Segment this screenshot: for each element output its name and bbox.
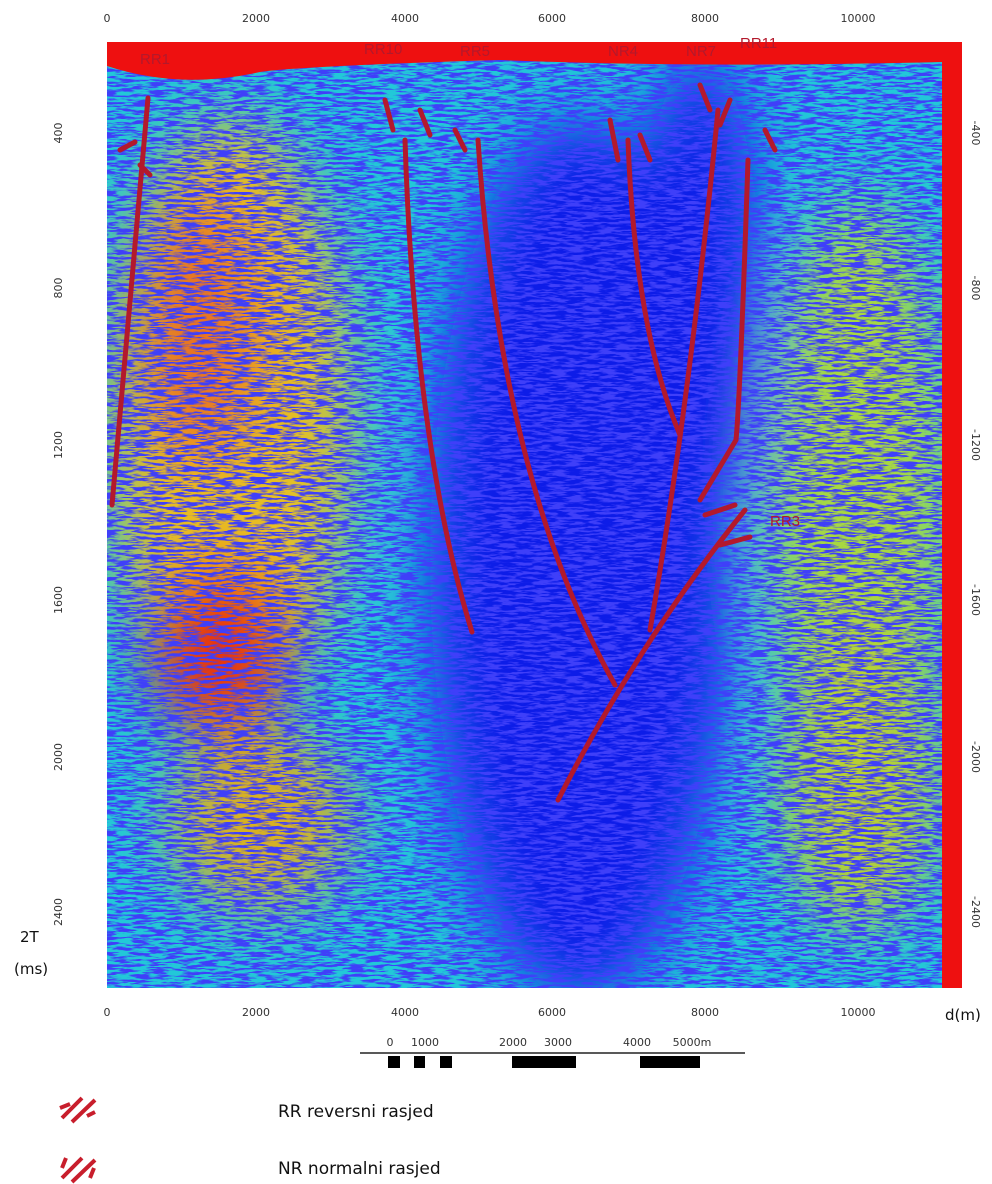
bottom-tick-label: 8000: [691, 1006, 719, 1019]
fault-label: NR7: [686, 43, 716, 60]
right-tick-label: -400: [969, 121, 982, 146]
left-tick-label: 800: [52, 278, 65, 299]
left-tick-label: 400: [52, 123, 65, 144]
scale-label: 0: [387, 1036, 394, 1049]
top-tick-label: 4000: [391, 12, 419, 25]
scale-label: 4000: [623, 1036, 651, 1049]
scale-label: 1000: [411, 1036, 439, 1049]
scale-label: 5000m: [673, 1036, 712, 1049]
legend-text: NR normalni rasjed: [278, 1159, 441, 1179]
legend-icons: [59, 1096, 97, 1184]
top-tick-label: 8000: [691, 12, 719, 25]
right-tick-label: -1200: [969, 429, 982, 461]
bottom-tick-label: 10000: [841, 1006, 876, 1019]
y-label: 2T: [20, 928, 40, 946]
top-tick-label: 10000: [841, 12, 876, 25]
bottom-tick-label: 6000: [538, 1006, 566, 1019]
right-band: [942, 42, 962, 988]
right-tick-label: -1600: [969, 584, 982, 616]
scale-label: 2000: [499, 1036, 527, 1049]
right-tick-label: -2000: [969, 741, 982, 773]
bottom-tick-label: 0: [104, 1006, 111, 1019]
top-tick-label: 0: [104, 12, 111, 25]
right-tick-label: -2400: [969, 896, 982, 928]
right-tick-label: -800: [969, 276, 982, 301]
fault-label: RR1: [140, 51, 170, 68]
scale-bar: [360, 1052, 745, 1068]
y-label: (ms): [14, 960, 48, 978]
fault-label: RR11: [740, 35, 777, 52]
fault-label: RR5: [460, 43, 490, 60]
top-band: [107, 42, 942, 80]
left-tick-label: 2400: [52, 898, 65, 926]
bottom-tick-label: 2000: [242, 1006, 270, 1019]
bottom-tick-label: 4000: [391, 1006, 419, 1019]
fault-label: RR3: [770, 513, 800, 530]
fault-label: RR10: [364, 41, 402, 58]
left-tick-label: 2000: [52, 743, 65, 771]
left-tick-label: 1200: [52, 431, 65, 459]
seismic-section: [107, 42, 942, 988]
left-tick-label: 1600: [52, 586, 65, 614]
legend-text: RR reversni rasjed: [278, 1102, 434, 1122]
fault-lines: [109, 82, 778, 803]
top-tick-label: 6000: [538, 12, 566, 25]
x-label: d(m): [945, 1006, 981, 1024]
fault-label: NR4: [608, 43, 638, 60]
top-tick-label: 2000: [242, 12, 270, 25]
scale-label: 3000: [544, 1036, 572, 1049]
